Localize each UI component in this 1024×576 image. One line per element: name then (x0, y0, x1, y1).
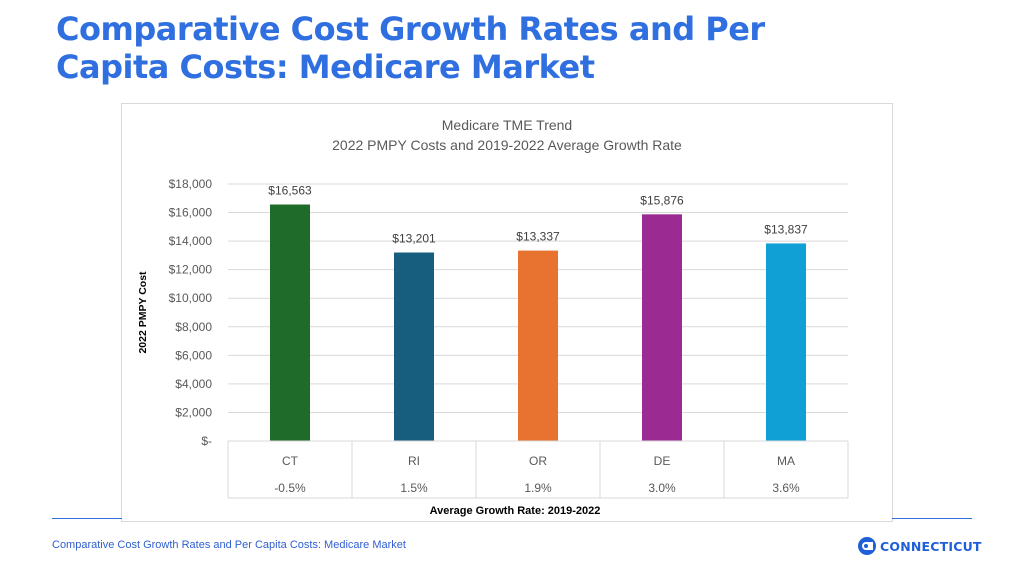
x-tick-label: DE (654, 454, 671, 468)
y-tick-label: $18,000 (169, 177, 213, 191)
footer-divider-left (52, 518, 122, 519)
y-tick-label: $14,000 (169, 234, 213, 248)
x-tick-label: MA (777, 454, 795, 468)
data-label: $15,876 (640, 193, 684, 207)
footer-caption: Comparative Cost Growth Rates and Per Ca… (52, 539, 406, 551)
logo-text: CONNECTICUT (880, 538, 982, 554)
growth-rate-label: 3.6% (772, 481, 800, 495)
y-tick-label: $- (201, 434, 212, 448)
y-tick-label: $8,000 (175, 320, 212, 334)
growth-rate-label: 1.9% (524, 481, 552, 495)
x-tick-label: CT (282, 454, 299, 468)
data-label: $13,837 (764, 222, 808, 236)
y-tick-label: $10,000 (169, 291, 213, 305)
bar-or (518, 250, 558, 441)
slide-title: Comparative Cost Growth Rates and Per Ca… (56, 10, 765, 86)
y-tick-label: $6,000 (175, 348, 212, 362)
x-tick-label: RI (408, 454, 420, 468)
x-tick-label: OR (529, 454, 547, 468)
data-label: $13,337 (516, 230, 560, 244)
data-label: $13,201 (392, 232, 436, 246)
connecticut-logo-icon (858, 537, 876, 555)
y-tick-label: $16,000 (169, 206, 213, 220)
chart-subtitle: 2022 PMPY Costs and 2019-2022 Average Gr… (332, 137, 682, 153)
bar-ma (766, 243, 806, 441)
bar-chart: Medicare TME Trend 2022 PMPY Costs and 20… (137, 117, 849, 517)
growth-rate-label: 1.5% (400, 481, 428, 495)
bar-de (642, 214, 682, 441)
chart-frame: Medicare TME Trend 2022 PMPY Costs and 20… (121, 103, 893, 522)
growth-rate-label: 3.0% (648, 481, 676, 495)
connecticut-logo: CONNECTICUT (858, 536, 982, 556)
y-tick-label: $2,000 (175, 405, 212, 419)
growth-rate-label: -0.5% (274, 481, 306, 495)
bar-ri (394, 252, 434, 441)
footer-divider-right (892, 518, 972, 519)
data-label: $16,563 (268, 184, 312, 198)
chart-title: Medicare TME Trend (442, 117, 572, 133)
y-tick-label: $4,000 (175, 377, 212, 391)
bar-ct (270, 204, 310, 441)
y-tick-label: $12,000 (169, 263, 213, 277)
y-axis-label: 2022 PMPY Cost (137, 271, 149, 354)
x-axis-label: Average Growth Rate: 2019-2022 (430, 505, 601, 517)
